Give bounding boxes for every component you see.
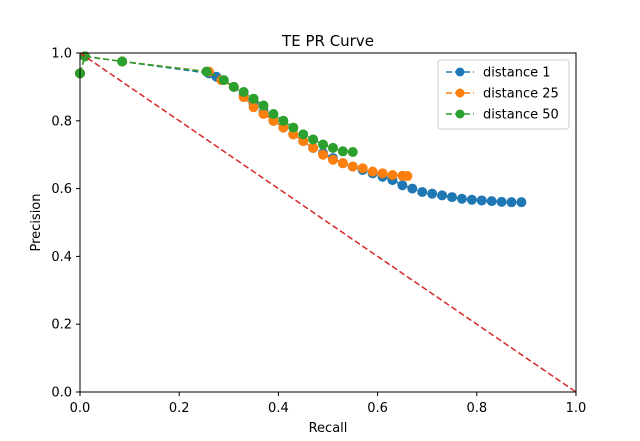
data-point bbox=[476, 195, 487, 206]
data-point bbox=[506, 197, 517, 208]
legend-marker bbox=[455, 109, 465, 119]
legend-label: distance 1 bbox=[483, 66, 551, 81]
data-point bbox=[347, 146, 358, 157]
plot-frame bbox=[79, 52, 577, 393]
data-point bbox=[377, 168, 388, 179]
x-tick-label: 0.2 bbox=[169, 401, 190, 416]
y-tick-label: 0.4 bbox=[51, 250, 72, 265]
y-tick-label: 0.6 bbox=[51, 182, 72, 197]
data-point bbox=[258, 109, 269, 120]
data-point bbox=[347, 161, 358, 172]
data-point bbox=[437, 190, 448, 201]
chart-title: TE PR Curve bbox=[281, 32, 374, 50]
data-point bbox=[427, 188, 438, 199]
legend-box bbox=[437, 59, 570, 130]
data-point bbox=[238, 86, 249, 97]
series-baseline bbox=[79, 52, 577, 393]
data-point bbox=[337, 158, 348, 169]
data-point bbox=[288, 122, 299, 133]
legend-item: distance 25 bbox=[446, 87, 559, 102]
data-point bbox=[466, 194, 477, 205]
x-tick-label: 0.8 bbox=[466, 401, 487, 416]
data-point bbox=[117, 56, 128, 67]
x-axis-label: Recall bbox=[309, 421, 348, 436]
data-point bbox=[327, 142, 338, 153]
data-point bbox=[318, 149, 329, 160]
data-point bbox=[402, 171, 413, 182]
data-point bbox=[258, 100, 269, 111]
x-tick-label: 1.0 bbox=[566, 401, 587, 416]
data-point bbox=[298, 129, 309, 140]
data-point bbox=[308, 134, 319, 145]
data-point bbox=[268, 109, 279, 120]
y-tick-label: 0.2 bbox=[51, 318, 72, 333]
data-point bbox=[218, 75, 229, 86]
data-point bbox=[387, 170, 398, 181]
data-point bbox=[456, 193, 467, 204]
data-point bbox=[318, 139, 329, 150]
y-tick-label: 0.8 bbox=[51, 114, 72, 129]
series-distance-50 bbox=[75, 51, 358, 157]
x-tick-label: 0.4 bbox=[268, 401, 289, 416]
legend-label: distance 50 bbox=[483, 108, 559, 123]
data-point bbox=[447, 192, 457, 203]
data-point bbox=[417, 186, 428, 197]
legend: distance 1 distance 25 distance 50 bbox=[437, 59, 570, 130]
legend-marker bbox=[455, 67, 465, 77]
data-point bbox=[367, 166, 378, 177]
data-point bbox=[248, 102, 259, 113]
series-distance-25 bbox=[75, 51, 413, 182]
y-tick-label: 0.0 bbox=[51, 386, 72, 401]
data-point bbox=[486, 196, 497, 207]
data-point bbox=[327, 154, 338, 165]
y-tick-label: 1.0 bbox=[51, 47, 72, 62]
data-point bbox=[248, 93, 259, 104]
x-tick-label: 0.0 bbox=[70, 401, 91, 416]
series-line-baseline bbox=[79, 52, 577, 393]
data-point bbox=[228, 81, 239, 92]
data-point bbox=[516, 197, 527, 208]
legend-label: distance 25 bbox=[483, 87, 559, 102]
data-point bbox=[357, 163, 368, 174]
legend-item: distance 1 bbox=[446, 66, 551, 81]
data-point bbox=[397, 180, 408, 191]
y-axis: 0.0 0.2 0.4 0.6 0.8 1.0 bbox=[51, 47, 80, 401]
data-point bbox=[278, 115, 289, 126]
x-axis: 0.0 0.2 0.4 0.6 0.8 1.0 bbox=[70, 392, 587, 416]
x-tick-label: 0.6 bbox=[367, 401, 388, 416]
legend-marker bbox=[455, 88, 465, 98]
data-point bbox=[201, 66, 212, 77]
legend-item: distance 50 bbox=[446, 108, 559, 123]
data-point bbox=[407, 183, 418, 194]
series-line-distance-25 bbox=[79, 55, 408, 177]
data-point bbox=[496, 196, 507, 207]
y-axis-label: Precision bbox=[29, 193, 44, 251]
data-point bbox=[337, 146, 348, 157]
data-point bbox=[308, 142, 319, 153]
plot-area bbox=[75, 51, 577, 393]
